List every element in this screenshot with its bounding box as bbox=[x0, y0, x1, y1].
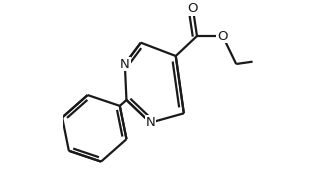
Text: O: O bbox=[217, 29, 228, 42]
Text: N: N bbox=[120, 57, 130, 70]
Text: N: N bbox=[145, 116, 155, 129]
Text: O: O bbox=[188, 3, 198, 16]
